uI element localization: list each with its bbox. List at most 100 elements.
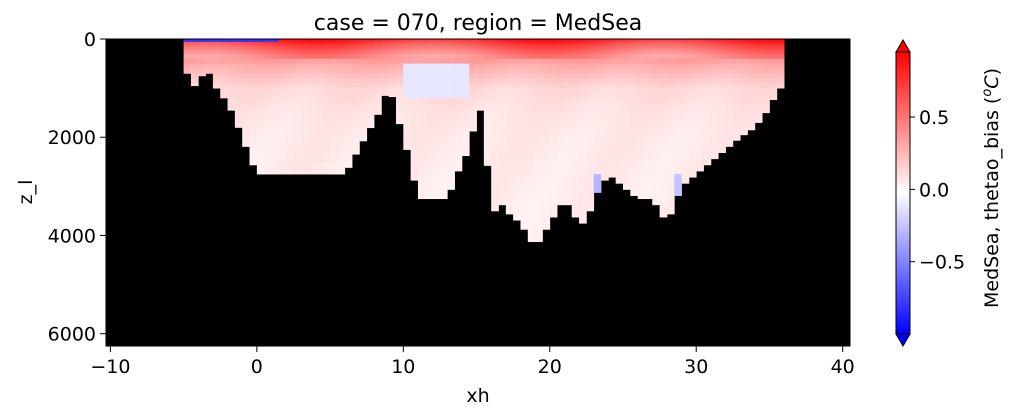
heatmap-cell: [630, 149, 639, 163]
heatmap-cell: [454, 40, 463, 43]
heatmap-cell: [300, 46, 309, 50]
heatmap-cell: [527, 53, 536, 60]
heatmap-cell: [461, 97, 470, 104]
heatmap-cell: [622, 93, 631, 99]
heatmap-cell: [710, 51, 719, 55]
heatmap-cell: [220, 48, 228, 52]
heatmap-cell: [557, 93, 565, 99]
heatmap-cell: [337, 41, 346, 45]
heatmap-cell: [249, 41, 258, 45]
heatmap-cell: [264, 51, 272, 55]
heatmap-cell: [271, 161, 280, 175]
heatmap-cell: [615, 112, 624, 118]
heatmap-cell: [322, 41, 331, 45]
heatmap-cell: [286, 40, 294, 43]
heatmap-cell: [542, 97, 551, 104]
heatmap-cell: [439, 132, 448, 138]
heatmap-cell: [601, 88, 609, 94]
heatmap-cell: [776, 73, 785, 79]
heatmap-cell: [586, 112, 595, 118]
heatmap-cell: [659, 117, 668, 123]
heatmap-cell: [747, 51, 756, 55]
heatmap-cell: [205, 51, 214, 55]
heatmap-cell: [579, 93, 587, 99]
heatmap-cell: [520, 63, 529, 69]
heatmap-cell: [322, 63, 331, 69]
heatmap-cell: [322, 88, 331, 94]
heatmap-cell: [535, 112, 543, 118]
heatmap-cell: [359, 102, 368, 109]
heatmap-cell: [249, 102, 258, 109]
heatmap-cell: [432, 97, 441, 104]
heatmap-cell: [527, 39, 536, 41]
heatmap-cell: [308, 127, 316, 133]
heatmap-cell: [344, 112, 353, 118]
heatmap-cell: [637, 102, 646, 109]
heatmap-cell: [659, 39, 668, 41]
heatmap-cell: [403, 102, 412, 109]
heatmap-cell: [586, 78, 595, 84]
heatmap-cell: [769, 48, 778, 52]
heatmap-cell: [403, 93, 412, 99]
heatmap-cell: [264, 112, 272, 118]
heatmap-cell: [564, 174, 573, 187]
heatmap-cell: [190, 63, 199, 69]
heatmap-cell: [293, 97, 302, 104]
heatmap-cell: [608, 48, 617, 52]
heatmap-cell: [330, 40, 338, 43]
heatmap-cell: [234, 63, 243, 69]
heatmap-cell: [505, 186, 514, 200]
heatmap-cell: [703, 149, 712, 163]
heatmap-cell: [659, 88, 668, 94]
heatmap-cell: [388, 83, 397, 89]
heatmap-cell: [308, 53, 316, 60]
heatmap-cell: [308, 41, 316, 45]
heatmap-cell: [234, 58, 243, 64]
heatmap-cell: [227, 78, 236, 84]
heatmap-cell: [352, 93, 360, 99]
heatmap-cell: [256, 112, 265, 118]
heatmap-cell: [527, 198, 536, 212]
heatmap-cell: [461, 39, 470, 41]
heatmap-cell: [586, 122, 595, 128]
heatmap-cell: [762, 46, 770, 50]
heatmap-cell: [520, 51, 529, 55]
heatmap-cell: [688, 102, 697, 109]
heatmap-cell: [571, 58, 580, 64]
heatmap-cell: [212, 48, 221, 52]
heatmap-cell: [454, 107, 463, 114]
heatmap-cell: [439, 93, 448, 99]
heatmap-cell: [483, 149, 492, 163]
heatmap-cell: [740, 107, 748, 114]
heatmap-cell: [688, 112, 697, 118]
heatmap-cell: [330, 137, 338, 150]
heatmap-cell: [278, 83, 287, 89]
heatmap-cell: [337, 39, 346, 41]
y-axis-label: z_l: [15, 180, 37, 205]
heatmap-cell: [696, 53, 704, 60]
heatmap-cell: [571, 186, 580, 200]
heatmap-cell: [601, 41, 609, 45]
heatmap-cell: [315, 58, 324, 64]
heatmap-cell: [395, 46, 404, 50]
heatmap-cell: [644, 97, 653, 104]
heatmap-cell: [637, 161, 646, 175]
heatmap-cell: [425, 63, 433, 69]
heatmap-cell: [212, 83, 221, 89]
heatmap-cell: [432, 127, 441, 133]
heatmap-cell: [630, 117, 639, 123]
heatmap-cell: [710, 46, 719, 50]
heatmap-cell: [776, 40, 785, 43]
heatmap-cell: [703, 83, 712, 89]
heatmap-cell: [366, 46, 375, 50]
heatmap-cell: [615, 73, 624, 79]
heatmap-cell: [395, 83, 404, 89]
heatmap-cell: [352, 88, 360, 94]
heatmap-cell: [330, 63, 338, 69]
heatmap-cell: [183, 40, 192, 43]
heatmap-cell: [271, 97, 280, 104]
heatmap-cell: [388, 43, 397, 47]
heatmap-cell: [615, 51, 624, 55]
heatmap-cell: [278, 93, 287, 99]
heatmap-cell: [608, 58, 617, 64]
